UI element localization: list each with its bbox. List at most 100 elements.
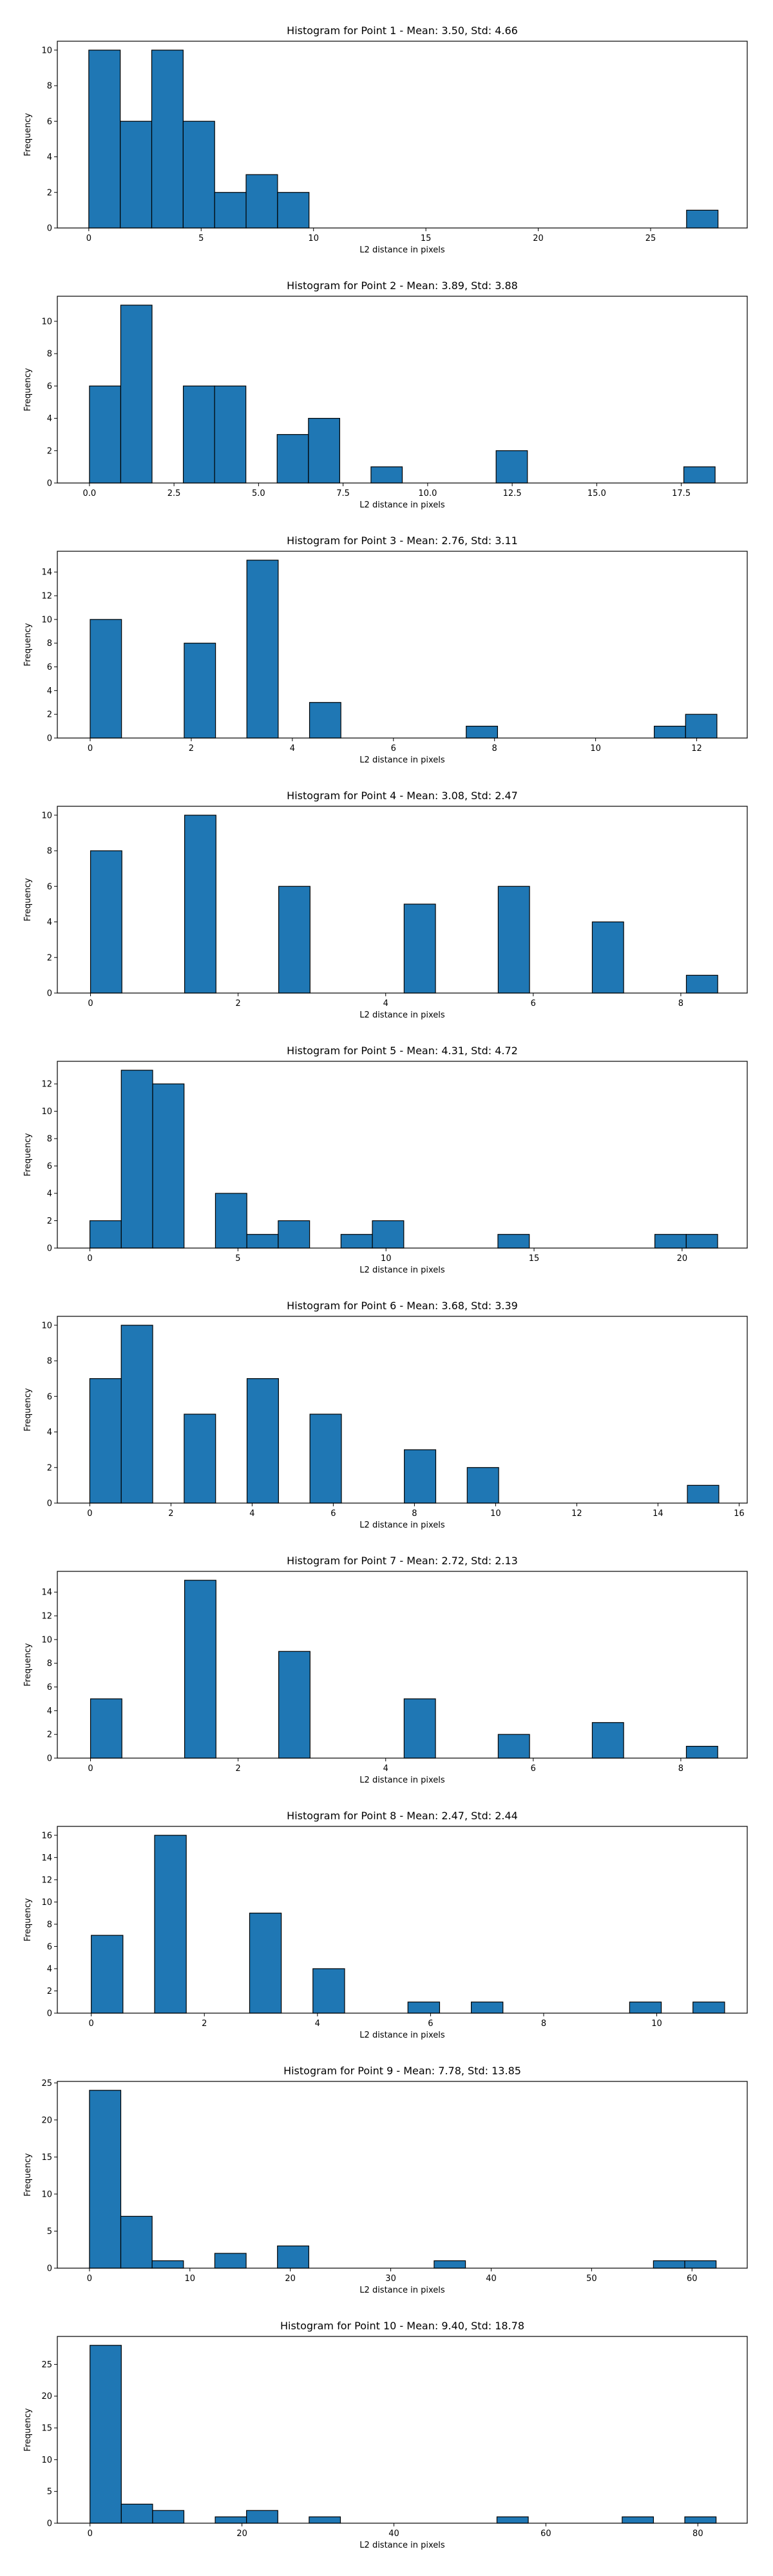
histogram-bar (496, 2516, 529, 2524)
histogram-bar (245, 174, 278, 229)
axes-frame (57, 2336, 748, 2524)
x-tick-label: 7.5 (336, 489, 350, 498)
x-tick-label: 16 (734, 1509, 745, 1519)
x-tick-label: 40 (388, 2529, 399, 2539)
y-tick-label: 10 (41, 2456, 52, 2465)
y-tick-label: 0 (47, 1244, 52, 1254)
x-tick-label: 2 (168, 1509, 173, 1519)
x-tick-label: 4 (315, 2019, 320, 2029)
y-tick-label: 5 (47, 2487, 52, 2497)
y-tick-label: 6 (47, 117, 52, 127)
x-tick-label: 20 (236, 2529, 247, 2539)
axes-frame (57, 1061, 748, 1249)
histogram-bar (434, 2260, 466, 2269)
y-tick-label: 10 (41, 317, 52, 327)
x-tick-label: 0 (88, 744, 93, 753)
x-tick-label: 20 (533, 234, 544, 243)
y-tick-label: 12 (41, 1080, 52, 1090)
x-tick-label: 0 (86, 234, 91, 243)
histogram-bar (308, 417, 340, 484)
x-tick-label: 10 (490, 1509, 501, 1519)
axes-frame (57, 2081, 748, 2269)
axes-frame (57, 1826, 748, 2014)
x-tick-label: 10 (308, 234, 319, 243)
x-axis-label: L2 distance in pixels (359, 1520, 445, 1530)
x-axis-label: L2 distance in pixels (359, 1265, 445, 1275)
histogram-bar (372, 1220, 405, 1249)
x-tick-label: 4 (383, 1764, 388, 1774)
y-tick-label: 20 (41, 2392, 52, 2401)
histogram-bar (276, 434, 309, 484)
histogram-bar (152, 1083, 185, 1249)
x-tick-label: 12.5 (503, 489, 522, 498)
y-tick-label: 6 (47, 1392, 52, 1402)
histogram-bar (246, 560, 279, 739)
y-tick-label: 8 (47, 82, 52, 91)
y-tick-label: 8 (47, 1135, 52, 1144)
x-tick-label: 15 (529, 1254, 540, 1264)
chart-title: Histogram for Point 2 - Mean: 3.89, Std:… (287, 279, 518, 292)
histogram-chart: 0.0 2.5 5.0 7.5 10.0 12.5 15.0 17.5 0 2 4 6 8 10 Histo… (23, 279, 748, 510)
bars (91, 1835, 725, 2014)
x-tick-label: 17.5 (672, 489, 691, 498)
y-tick-label: 14 (41, 568, 52, 578)
x-tick-label: 2 (189, 744, 194, 753)
x-tick-label: 4 (383, 999, 388, 1009)
histogram-chart: 0 10 20 30 40 50 60 0 5 10 15 20 25 Histogram for Poi… (23, 2065, 748, 2295)
y-tick-label: 2 (47, 188, 52, 198)
bars (90, 1580, 718, 1759)
y-tick-label: 20 (41, 2116, 52, 2125)
chart-title: Histogram for Point 8 - Mean: 2.47, Std:… (287, 1810, 518, 1822)
histogram-bar (184, 643, 216, 739)
x-tick-label: 8 (678, 999, 683, 1009)
x-axis-label: L2 distance in pixels (359, 1776, 445, 1785)
y-tick-label: 2 (47, 1217, 52, 1226)
histogram-bar (685, 714, 718, 739)
histogram-bar (246, 1378, 279, 1504)
histogram-bar (654, 725, 686, 739)
histogram-bar (309, 2516, 341, 2524)
chart-title: Histogram for Point 5 - Mean: 4.31, Std:… (287, 1045, 518, 1057)
histogram-bar (120, 120, 153, 229)
histogram-bar (184, 1414, 216, 1504)
x-tick-label: 20 (285, 2274, 296, 2284)
y-tick-label: 4 (47, 918, 52, 927)
histogram-bar (497, 886, 530, 994)
bars (89, 1070, 718, 1249)
x-tick-label: 6 (330, 1509, 336, 1519)
y-tick-label: 0 (47, 2519, 52, 2529)
x-tick-label: 10 (590, 744, 601, 753)
histogram-chart: 0 5 10 15 20 25 0 2 4 6 8 10 Histogram for Point 1 -… (23, 24, 748, 255)
y-axis-label: Frequency (23, 368, 33, 411)
x-tick-label: 0 (87, 2274, 92, 2284)
histogram-bar (686, 209, 719, 229)
histogram-bar (90, 850, 122, 994)
histogram-chart: 0 2 4 6 8 10 12 14 16 0 2 4 6 8 10 Histogram for Point … (23, 1300, 748, 1530)
y-tick-label: 2 (47, 1463, 52, 1473)
histogram-bar (685, 974, 718, 994)
histogram-bar (404, 1449, 437, 1504)
y-tick-label: 10 (41, 1635, 52, 1645)
x-tick-label: 6 (391, 744, 396, 753)
x-tick-label: 10 (381, 1254, 392, 1264)
bars (89, 305, 716, 484)
y-tick-label: 2 (47, 446, 52, 456)
y-tick-label: 2 (47, 1730, 52, 1740)
chart-title: Histogram for Point 6 - Mean: 3.68, Std:… (287, 1300, 518, 1312)
histogram-bar (120, 1325, 153, 1504)
histogram-chart: 0 2 4 6 8 0 2 4 6 8 10 Histogram for Point 4 - Mean… (23, 790, 748, 1020)
y-tick-label: 0 (47, 989, 52, 999)
x-tick-label: 5 (198, 234, 204, 243)
y-tick-label: 6 (47, 1683, 52, 1692)
histogram-bar (215, 1193, 247, 1249)
y-tick-label: 25 (41, 2360, 52, 2370)
chart-title: Histogram for Point 1 - Mean: 3.50, Std:… (287, 24, 518, 37)
chart-title: Histogram for Point 10 - Mean: 9.40, Std… (280, 2320, 524, 2332)
histogram-bar (184, 815, 216, 994)
bars (89, 2090, 717, 2269)
x-tick-label: 20 (677, 1254, 688, 1264)
histogram-bar (277, 2245, 309, 2269)
x-tick-label: 2 (235, 1764, 240, 1774)
histogram-bar (466, 725, 498, 739)
axes-frame (57, 1571, 748, 1759)
